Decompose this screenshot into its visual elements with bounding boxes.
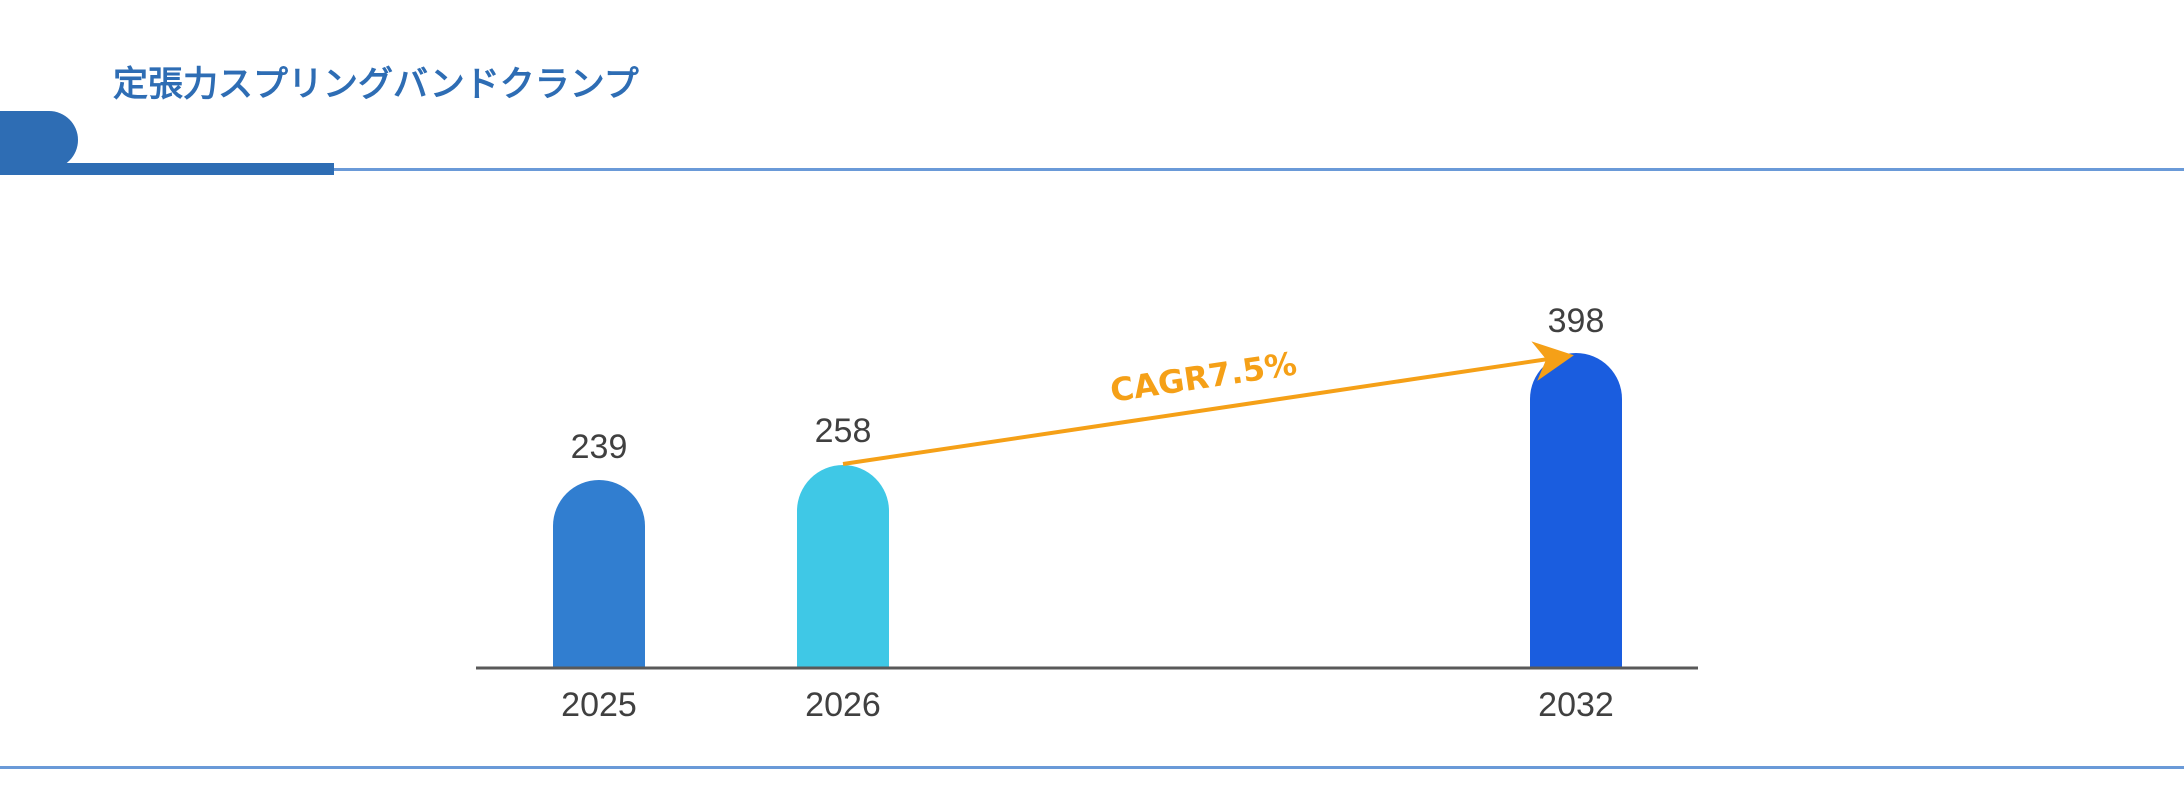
bar-value-label: 239 xyxy=(571,428,628,466)
cagr-arrow xyxy=(842,341,1574,466)
header-tab-decoration xyxy=(0,111,78,169)
footer-rule xyxy=(0,766,2184,769)
bar-2032 xyxy=(1530,353,1622,668)
header-thick-underline xyxy=(0,163,334,175)
bar-value-label: 398 xyxy=(1548,302,1605,340)
bar-2025 xyxy=(553,480,645,668)
chart-title: 定張力スプリングバンドクランプ xyxy=(113,65,639,105)
x-axis-tick-label: 2032 xyxy=(1538,686,1614,724)
bar-value-label: 258 xyxy=(815,412,872,450)
x-axis-tick-label: 2026 xyxy=(805,686,881,724)
header-rule xyxy=(334,168,2184,171)
bar-2026 xyxy=(797,465,889,668)
x-axis-tick-label: 2025 xyxy=(561,686,637,724)
